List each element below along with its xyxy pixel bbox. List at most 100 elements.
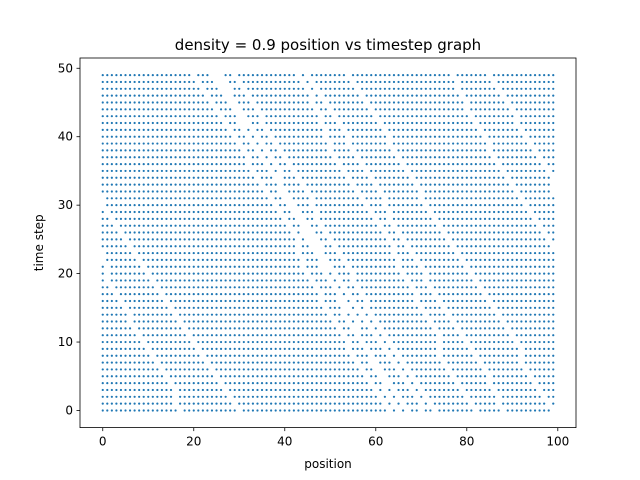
data-point <box>169 224 173 227</box>
data-point <box>552 94 555 97</box>
data-point <box>333 327 336 330</box>
data-point <box>429 162 432 166</box>
data-point <box>238 190 241 193</box>
data-point <box>533 190 537 193</box>
data-point <box>251 306 255 309</box>
data-point <box>401 183 405 186</box>
data-point <box>197 142 200 145</box>
data-point <box>197 74 200 77</box>
data-point <box>538 286 541 289</box>
data-point <box>483 340 487 344</box>
data-point <box>101 286 104 289</box>
data-point <box>329 204 332 207</box>
data-point <box>301 340 305 344</box>
data-point <box>251 265 255 268</box>
data-point <box>306 245 309 248</box>
data-point <box>147 176 150 179</box>
data-point <box>251 258 255 262</box>
data-point <box>470 258 473 262</box>
data-point <box>192 135 195 138</box>
data-point <box>224 224 227 227</box>
data-point <box>502 402 505 405</box>
data-point <box>515 293 518 296</box>
data-point <box>411 265 414 268</box>
data-point <box>183 224 186 227</box>
data-point <box>543 224 546 227</box>
data-point <box>479 265 482 268</box>
data-point <box>165 101 168 104</box>
data-point <box>197 299 200 303</box>
data-point <box>529 135 532 138</box>
data-point <box>238 74 241 77</box>
data-point <box>106 87 109 90</box>
data-point <box>361 327 364 330</box>
data-point <box>429 272 432 275</box>
data-point <box>497 347 500 350</box>
data-point <box>524 169 528 173</box>
data-point <box>174 169 177 173</box>
data-point <box>370 395 373 398</box>
data-point <box>379 149 382 152</box>
data-point <box>188 108 191 111</box>
data-point <box>101 162 104 166</box>
data-point <box>160 74 164 77</box>
data-point <box>347 402 350 405</box>
data-point <box>474 162 477 166</box>
data-point <box>511 409 514 412</box>
data-point <box>383 320 386 323</box>
data-point <box>433 361 437 364</box>
data-point <box>160 197 164 200</box>
data-point <box>474 156 477 159</box>
data-point <box>265 293 268 296</box>
data-point <box>415 231 418 234</box>
data-point <box>397 101 400 104</box>
data-point <box>420 128 423 131</box>
data-point <box>520 272 523 275</box>
data-point <box>488 286 491 289</box>
data-point <box>492 409 496 412</box>
data-point <box>183 354 186 357</box>
data-point <box>406 115 409 118</box>
data-point <box>138 368 141 371</box>
data-point <box>365 293 368 296</box>
data-point <box>256 395 259 398</box>
data-point <box>347 251 350 255</box>
data-point <box>156 217 159 220</box>
data-point <box>151 197 154 200</box>
data-point <box>483 204 487 207</box>
data-point <box>215 204 218 207</box>
data-point <box>351 94 355 97</box>
data-point <box>424 388 427 392</box>
data-point <box>538 279 541 282</box>
data-point <box>242 210 245 214</box>
data-point <box>374 176 377 179</box>
data-point <box>138 409 141 412</box>
data-point <box>188 375 191 378</box>
data-point <box>210 265 214 268</box>
data-point <box>429 409 432 412</box>
data-point <box>315 306 318 309</box>
data-point <box>520 402 523 405</box>
data-point <box>128 327 132 330</box>
data-point <box>392 108 396 111</box>
data-point <box>338 204 341 207</box>
data-point <box>128 74 132 77</box>
data-point <box>411 169 414 173</box>
data-point <box>511 135 514 138</box>
data-point <box>165 115 168 118</box>
data-point <box>415 238 418 241</box>
data-point <box>401 293 405 296</box>
data-point <box>351 265 355 268</box>
data-point <box>374 156 377 159</box>
chart-title: density = 0.9 position vs timestep graph <box>175 36 481 54</box>
data-point <box>138 183 141 186</box>
data-point <box>242 368 245 371</box>
data-point <box>456 286 459 289</box>
data-point <box>333 279 336 282</box>
data-point <box>101 293 104 296</box>
data-point <box>433 149 437 152</box>
data-point <box>201 409 204 412</box>
data-point <box>411 347 414 350</box>
data-point <box>147 149 150 152</box>
data-point <box>297 279 300 282</box>
